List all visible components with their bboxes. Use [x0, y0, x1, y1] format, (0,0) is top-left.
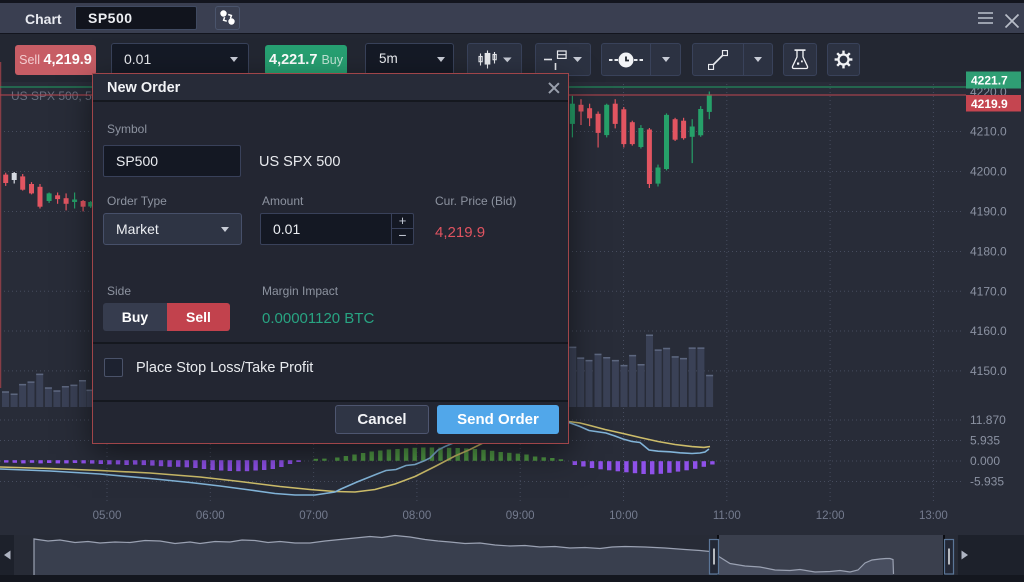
svg-text:4219.9: 4219.9 [971, 97, 1008, 111]
svg-text:4210.0: 4210.0 [970, 125, 1007, 139]
svg-text:09:00: 09:00 [506, 510, 535, 522]
svg-text:5.935: 5.935 [970, 434, 1000, 448]
svg-text:4170.0: 4170.0 [970, 285, 1007, 299]
svg-text:11.870: 11.870 [970, 413, 1006, 427]
svg-text:4150.0: 4150.0 [970, 364, 1007, 378]
svg-text:12:00: 12:00 [816, 510, 845, 522]
svg-text:07:00: 07:00 [299, 510, 328, 522]
svg-text:13:00: 13:00 [919, 510, 948, 522]
svg-text:08:00: 08:00 [403, 510, 432, 522]
svg-text:4180.0: 4180.0 [970, 245, 1007, 259]
svg-text:4200.0: 4200.0 [970, 165, 1007, 179]
svg-text:11:00: 11:00 [713, 510, 741, 522]
svg-text:4190.0: 4190.0 [970, 205, 1007, 219]
svg-text:05:00: 05:00 [93, 510, 122, 522]
svg-text:0.000: 0.000 [970, 454, 1000, 468]
svg-text:US SPX 500, 5m: US SPX 500, 5m [11, 89, 102, 103]
svg-text:06:00: 06:00 [196, 510, 225, 522]
svg-text:-5.935: -5.935 [970, 475, 1004, 489]
svg-text:4221.7: 4221.7 [971, 74, 1008, 88]
svg-text:10:00: 10:00 [609, 510, 638, 522]
svg-text:4160.0: 4160.0 [970, 324, 1007, 338]
